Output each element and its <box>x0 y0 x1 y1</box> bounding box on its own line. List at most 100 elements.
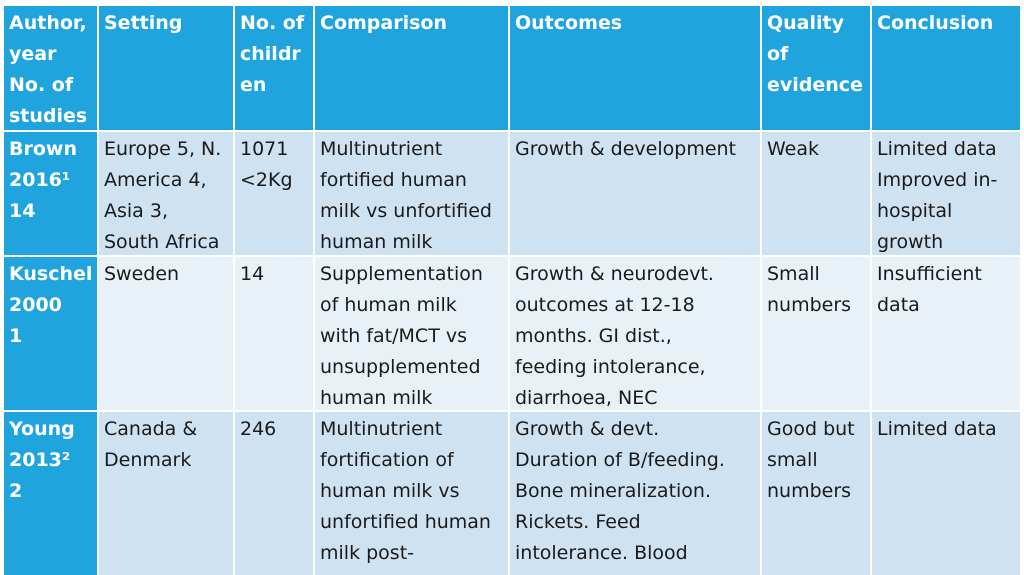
cell-text: of <box>767 43 789 65</box>
cell-text: hospital <box>877 200 953 222</box>
cell-text: childr <box>240 43 301 65</box>
cell-text: Conclusion <box>877 12 994 34</box>
study-cell: Brown 2016¹ 14 <box>4 132 97 255</box>
cell-text: America 4, <box>104 169 207 191</box>
cell-text: unsupplemented <box>320 356 481 378</box>
cell-text: Europe 5, N. <box>104 138 222 160</box>
cell-text: Sweden <box>104 263 180 285</box>
cell-text: Kuschel <box>9 263 93 285</box>
header-cell: Comparison <box>315 6 508 130</box>
cell-text: intolerance. Blood <box>515 542 688 564</box>
cell-text: Bone mineralization. <box>515 480 712 502</box>
cell-text: Multinutrient <box>320 418 443 440</box>
cell-text: en <box>240 74 267 96</box>
body-cell: Insufficient data <box>872 257 1020 410</box>
cell-text: Improved in- <box>877 169 998 191</box>
cell-text: Insufficient <box>877 263 982 285</box>
cell-text: Limited data <box>877 418 997 440</box>
body-cell: Small numbers <box>762 257 870 410</box>
cell-text: growth <box>877 231 944 253</box>
cell-text: Brown <box>9 138 77 160</box>
cell-text: <2Kg <box>240 169 293 191</box>
cell-text: 246 <box>240 418 277 440</box>
cell-text: Comparison <box>320 12 447 34</box>
cell-text: Canada & <box>104 418 198 440</box>
cell-text: 1 <box>9 325 23 347</box>
cell-text: 2013² <box>9 449 71 471</box>
cell-text: South Africa <box>104 231 220 253</box>
cell-text: fortification of <box>320 449 454 471</box>
cell-text: feeding intolerance, <box>515 356 706 378</box>
cell-text: 2 <box>9 480 23 502</box>
cell-text: Limited data <box>877 138 997 160</box>
cell-text: Growth & neurodevt. <box>515 263 714 285</box>
cell-text: months. GI dist., <box>515 325 672 347</box>
header-cell: Outcomes <box>510 6 760 130</box>
body-cell: Multinutrient fortified human milk vs unfo… <box>315 132 508 255</box>
header-cell: Conclusion <box>872 6 1020 130</box>
cell-text: 2016¹ <box>9 169 71 191</box>
cell-text: milk vs unfortified <box>320 200 492 222</box>
body-cell: 246 <box>235 412 313 575</box>
cell-text: 2000 <box>9 294 62 316</box>
body-cell: Growth & development <box>510 132 760 255</box>
evidence-table: Author, year No. of studies Setting No. of chi… <box>3 5 1021 575</box>
cell-text: 1071 <box>240 138 289 160</box>
body-cell: Limited data <box>872 412 1020 575</box>
cell-text: milk post- <box>320 542 414 564</box>
body-cell: Sweden <box>99 257 233 410</box>
cell-text: data <box>877 294 920 316</box>
body-cell: Growth & neurodevt. outcomes at 12-18 mont… <box>510 257 760 410</box>
cell-text: Small <box>767 263 820 285</box>
cell-text: Author, <box>9 12 87 34</box>
cell-text: numbers <box>767 294 852 316</box>
cell-text: Good but <box>767 418 855 440</box>
cell-text: Rickets. Feed <box>515 511 641 533</box>
cell-text: Growth & development <box>515 138 737 160</box>
cell-text: studies <box>9 105 88 127</box>
cell-text: 14 <box>240 263 265 285</box>
cell-text: small <box>767 449 818 471</box>
cell-text: year <box>9 43 57 65</box>
body-cell: Weak <box>762 132 870 255</box>
cell-text: unfortified human <box>320 511 491 533</box>
cell-text: Multinutrient <box>320 138 443 160</box>
header-cell: No. of childr en <box>235 6 313 130</box>
cell-text: Young <box>9 418 75 440</box>
cell-text: diarrhoea, NEC <box>515 387 658 409</box>
cell-text: human milk <box>320 231 433 253</box>
body-cell: Europe 5, N. America 4, Asia 3, South Afric… <box>99 132 233 255</box>
cell-text: Outcomes <box>515 12 623 34</box>
header-cell: Quality of evidence <box>762 6 870 130</box>
body-cell: Canada & Denmark <box>99 412 233 575</box>
cell-text: No. of <box>9 74 74 96</box>
cell-text: fortified human <box>320 169 467 191</box>
cell-text: human milk <box>320 387 433 409</box>
cell-text: Weak <box>767 138 820 160</box>
cell-text: outcomes at 12-18 <box>515 294 695 316</box>
body-cell: 1071 <2Kg <box>235 132 313 255</box>
cell-text: Duration of B/feeding. <box>515 449 725 471</box>
cell-text: Growth & devt. <box>515 418 660 440</box>
body-cell: Limited data Improved in-hospital growth <box>872 132 1020 255</box>
cell-text: 14 <box>9 200 36 222</box>
cell-text: Denmark <box>104 449 192 471</box>
cell-text: Asia 3, <box>104 200 168 222</box>
cell-text: Supplementation <box>320 263 483 285</box>
header-cell: Setting <box>99 6 233 130</box>
body-cell: Growth & devt. Duration of B/feeding. Bone… <box>510 412 760 575</box>
body-cell: Supplementation of human milk with fat/MCT… <box>315 257 508 410</box>
cell-text: of human milk <box>320 294 457 316</box>
study-cell: Young 2013² 2 <box>4 412 97 575</box>
cell-text: with fat/MCT vs <box>320 325 467 347</box>
cell-text: evidence <box>767 74 863 96</box>
body-cell: Good but small numbers <box>762 412 870 575</box>
cell-text: Quality <box>767 12 844 34</box>
cell-text: Setting <box>104 12 183 34</box>
cell-text: human milk vs <box>320 480 460 502</box>
body-cell: 14 <box>235 257 313 410</box>
cell-text: numbers <box>767 480 852 502</box>
study-cell: Kuschel 2000 1 <box>4 257 97 410</box>
header-cell: Author, year No. of studies <box>4 6 97 130</box>
